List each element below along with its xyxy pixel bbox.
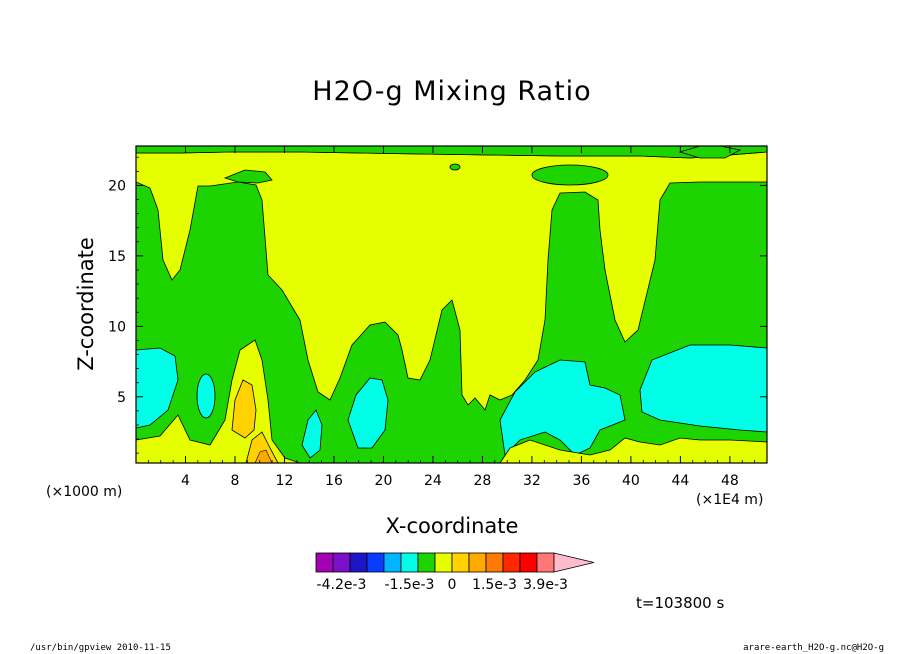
x-scale-label: (×1E4 m)	[696, 492, 764, 508]
x-tick-label-9: 40	[622, 473, 640, 489]
plot-frame	[135, 145, 768, 464]
time-label: t=103800 s	[636, 594, 725, 612]
contour-fill-cyan-right2	[639, 344, 767, 433]
x-tick-label-1: 8	[231, 473, 240, 489]
contour-patch-green-4	[678, 146, 742, 159]
footer-left: /usr/bin/gpview 2010-11-15	[30, 643, 171, 653]
contour-fill-orange-3	[254, 449, 273, 463]
x-axis-label: X-coordinate	[385, 514, 519, 538]
contour-fill-yellow-bottom-right	[499, 437, 767, 463]
contour-fill-cyan-mid1	[301, 409, 323, 459]
x-tick-label-3: 16	[325, 473, 343, 489]
x-tick-label-7: 32	[523, 473, 541, 489]
contour-patch-green-2	[449, 163, 461, 171]
y-axis-label: Z-coordinate	[74, 237, 98, 371]
y-tick-label-1: 10	[108, 319, 126, 335]
contour-fill-orange-2	[245, 431, 279, 463]
footer-right: arare-earth_H2O-g.nc@H2O-g	[743, 643, 884, 653]
y-tick-label-0: 5	[117, 390, 126, 406]
x-tick-label-10: 44	[671, 473, 689, 489]
x-tick-label-2: 12	[276, 473, 294, 489]
x-unit-label: (×1000 m)	[46, 484, 123, 500]
x-tick-label-4: 20	[375, 473, 393, 489]
contour-patch-green-1	[531, 164, 609, 186]
contour-patch-green-3	[223, 169, 273, 184]
x-tick-label-0: 4	[181, 473, 190, 489]
contour-fill-cyan-right1	[499, 359, 626, 456]
y-tick-label-2: 15	[108, 249, 126, 265]
contour-fill-cyan-mid2	[347, 377, 389, 449]
contour-fill-orange-1	[231, 379, 257, 439]
x-tick-label-11: 48	[721, 473, 739, 489]
x-tick-label-8: 36	[572, 473, 590, 489]
contour-fill-yellow-upper	[136, 151, 767, 411]
contour-fill-yellow-lower	[136, 339, 301, 463]
y-tick-label-3: 20	[108, 178, 126, 194]
contour-fill-green-top	[136, 146, 767, 159]
x-tick-label-5: 24	[424, 473, 442, 489]
chart-title: H2O-g Mixing Ratio	[312, 76, 592, 107]
x-tick-label-6: 28	[474, 473, 492, 489]
contour-fill-cyan-left	[136, 347, 179, 429]
contour-fill-cyan-small	[196, 373, 216, 419]
